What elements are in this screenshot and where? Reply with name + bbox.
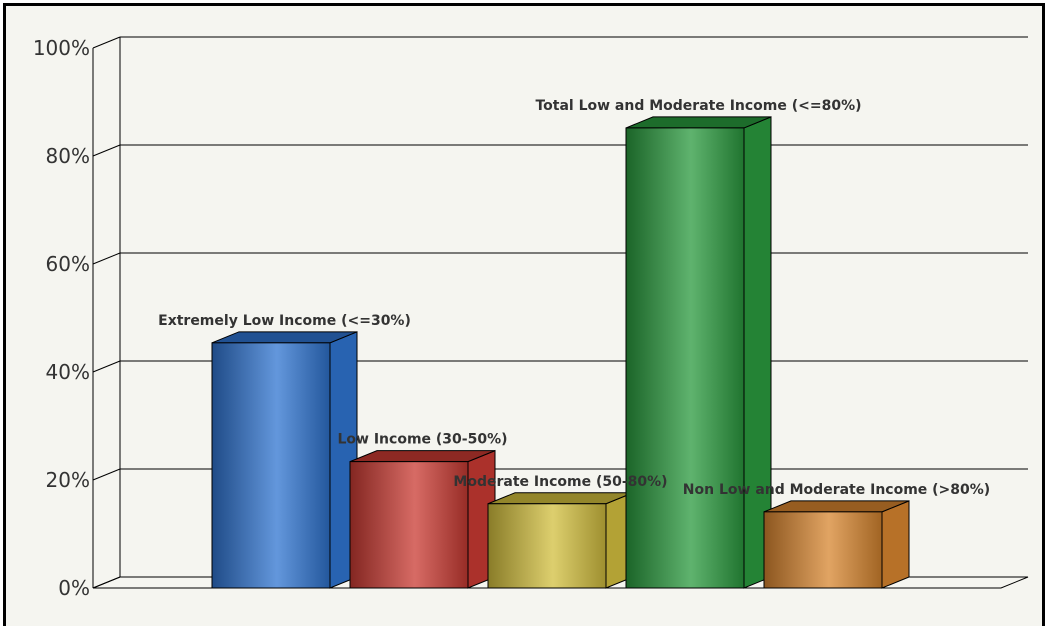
bar-label: Moderate Income (50-80%) bbox=[453, 474, 667, 490]
bar[interactable] bbox=[763, 500, 910, 589]
bar-top bbox=[349, 450, 496, 463]
bar-label: Total Low and Moderate Income (<=80%) bbox=[535, 98, 861, 114]
y-tick-label: 40% bbox=[46, 360, 90, 384]
bar-label: Low Income (30-50%) bbox=[338, 432, 508, 448]
y-tick-label: 80% bbox=[46, 144, 90, 168]
y-tick-label: 20% bbox=[46, 468, 90, 492]
y-tick-label: 100% bbox=[33, 36, 90, 60]
bar-top bbox=[487, 492, 634, 505]
bar-top bbox=[211, 331, 358, 344]
bar-labels: Extremely Low Income (<=30%) Low Income (… bbox=[158, 98, 990, 498]
bar-front bbox=[625, 127, 745, 589]
bar[interactable] bbox=[349, 449, 496, 589]
bar[interactable] bbox=[487, 492, 634, 589]
bar[interactable] bbox=[211, 331, 358, 589]
bar-front bbox=[349, 461, 469, 589]
y-tick-labels: 0% 20% 40% 60% 80% 100% bbox=[33, 36, 90, 600]
gridline bbox=[92, 144, 1028, 157]
bar-top bbox=[625, 116, 772, 129]
y-tick-label: 60% bbox=[46, 252, 90, 276]
bar-label: Extremely Low Income (<=30%) bbox=[158, 313, 411, 329]
gridline bbox=[92, 252, 1028, 265]
bar-top bbox=[763, 500, 910, 513]
bar-side bbox=[881, 500, 910, 589]
gridline bbox=[92, 36, 1028, 49]
bar-label: Non Low and Moderate Income (>80%) bbox=[683, 482, 990, 498]
bar-front bbox=[763, 511, 883, 589]
y-tick-label: 0% bbox=[58, 576, 90, 600]
bar[interactable] bbox=[625, 116, 772, 589]
bar-front bbox=[211, 342, 331, 589]
bar-front bbox=[487, 503, 607, 589]
chart-bars bbox=[211, 116, 910, 589]
